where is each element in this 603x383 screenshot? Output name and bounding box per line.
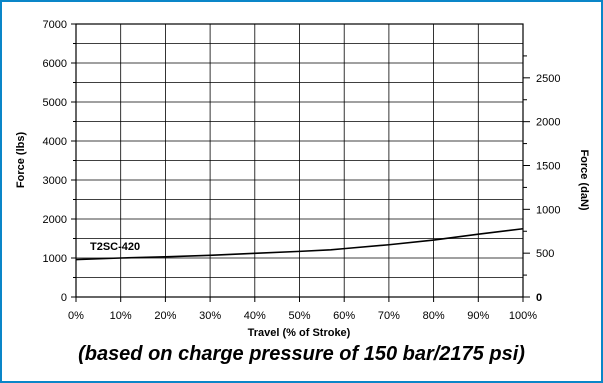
y-tick-label: 4000 xyxy=(43,136,67,148)
x-tick-label: 100% xyxy=(509,310,537,322)
axis-ticks xyxy=(71,23,530,302)
x-tick-label: 30% xyxy=(199,310,221,322)
y2-tick-label: 2500 xyxy=(536,73,560,85)
x-tick-label: 0% xyxy=(68,310,84,322)
x-tick-label: 80% xyxy=(423,310,445,322)
x-tick-label: 90% xyxy=(467,310,489,322)
y-tick-label: 1000 xyxy=(43,253,67,265)
y-tick-label: 5000 xyxy=(43,97,67,109)
y-tick-labels: 0 1000 2000 3000 4000 5000 6000 7000 xyxy=(43,19,67,304)
series-line xyxy=(75,227,524,261)
series-label: T2SC-420 xyxy=(90,241,140,253)
y-tick-label: 6000 xyxy=(43,58,67,70)
y2-tick-label: 2000 xyxy=(536,117,560,129)
x-axis-label: Travel (% of Stroke) xyxy=(248,327,351,339)
series-layer: T2SC-420 xyxy=(75,227,524,261)
y2-axis-label: Force (daN) xyxy=(578,149,590,210)
y-tick-label: 2000 xyxy=(43,214,67,226)
y2-tick-labels: 0 500 1000 1500 2000 2500 xyxy=(536,73,560,304)
grid-lines xyxy=(75,23,524,298)
x-tick-label: 10% xyxy=(110,310,132,322)
x-tick-label: 60% xyxy=(333,310,355,322)
x-tick-label: 50% xyxy=(288,310,310,322)
x-tick-label: 20% xyxy=(154,310,176,322)
y2-tick-label: 500 xyxy=(536,248,554,260)
y2-tick-label: 1000 xyxy=(536,204,560,216)
x-tick-label: 70% xyxy=(378,310,400,322)
y-tick-label: 0 xyxy=(61,292,67,304)
y2-tick-label: 0 xyxy=(536,292,542,304)
x-tick-labels: 0% 10% 20% 30% 40% 50% 60% 70% 80% 90% 100% xyxy=(68,310,537,322)
y2-tick-label: 1500 xyxy=(536,160,560,172)
plot-area-border xyxy=(75,23,524,298)
y-tick-label: 3000 xyxy=(43,175,67,187)
x-tick-label: 40% xyxy=(244,310,266,322)
y-axis-label: Force (lbs) xyxy=(15,132,27,189)
chart-caption: (based on charge pressure of 150 bar/217… xyxy=(78,343,525,365)
y-tick-label: 7000 xyxy=(43,19,67,31)
